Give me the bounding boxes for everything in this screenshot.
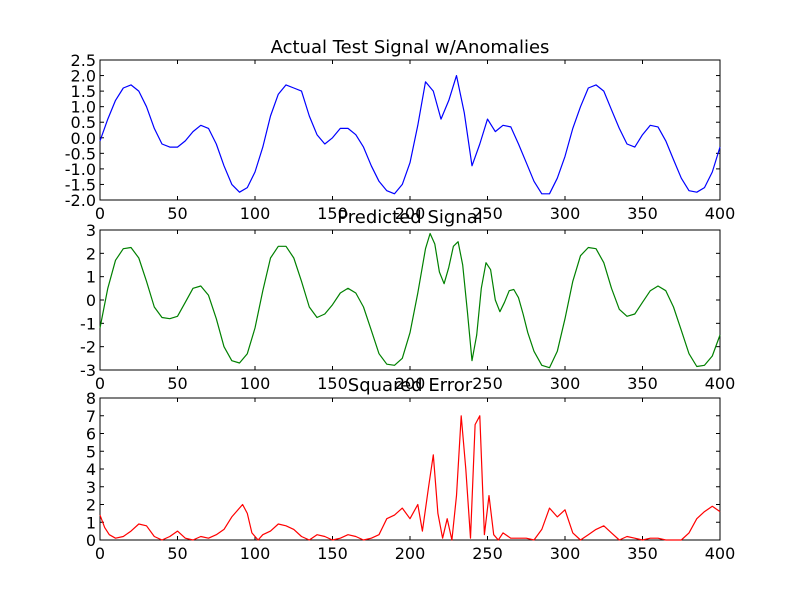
series-line — [99, 415, 721, 541]
x-tick-label: 50 — [167, 544, 187, 563]
y-tick-label: 1 — [86, 268, 96, 287]
x-tick-label: 300 — [550, 204, 581, 223]
x-tick-label: 250 — [472, 544, 503, 563]
x-tick-label: 150 — [317, 544, 348, 563]
subplot-title: Actual Test Signal w/Anomalies — [271, 37, 550, 58]
subplot-title: Predicted Signal — [337, 207, 483, 228]
subplot-title: Squared Error — [348, 375, 473, 396]
subplot-1: Actual Test Signal w/Anomalies 0 50 100 150 2… — [65, 37, 735, 223]
x-tick-label: 200 — [395, 374, 426, 393]
y-tick-label: 3 — [86, 221, 96, 240]
y-tick-label: -2.0 — [65, 191, 96, 210]
y-tick-label: -1 — [80, 314, 96, 333]
x-tick-label: 0 — [95, 374, 105, 393]
y-tick-label: 0.0 — [71, 129, 96, 148]
x-tick-label: 250 — [472, 374, 503, 393]
x-tick-label: 200 — [395, 204, 426, 223]
x-tick-label: 100 — [240, 544, 271, 563]
plot-frame — [99, 229, 721, 371]
x-tick-label: 200 — [395, 544, 426, 563]
x-tick-label: 150 — [317, 374, 348, 393]
x-tick-label: 400 — [705, 544, 736, 563]
y-tick-label: 1.0 — [71, 98, 96, 117]
y-tick-label: 2.0 — [71, 67, 96, 86]
x-tick-label: 250 — [472, 204, 503, 223]
series-line — [99, 232, 721, 369]
x-tick-label: 300 — [550, 544, 581, 563]
x-tick-label: 350 — [627, 544, 658, 563]
y-tick-label: 4 — [86, 460, 96, 479]
y-tick-label: 2 — [86, 244, 96, 263]
x-tick-label: 150 — [317, 204, 348, 223]
y-tick-label: 7 — [86, 407, 96, 426]
x-tick-label: 0 — [95, 544, 105, 563]
y-tick-label: -3 — [80, 361, 96, 380]
y-tick-label: -1.0 — [65, 160, 96, 179]
y-tick-label: 1.5 — [71, 82, 96, 101]
y-tick-label: 8 — [86, 389, 96, 408]
y-tick-label: 6 — [86, 425, 96, 444]
y-tick-label: 2.5 — [71, 51, 96, 70]
y-tick-label: 0.5 — [71, 113, 96, 132]
y-tick-label: 2 — [86, 496, 96, 515]
x-tick-label: 50 — [167, 374, 187, 393]
x-tick-label: 50 — [167, 204, 187, 223]
y-tick-label: 1 — [86, 513, 96, 532]
y-tick-label: 0 — [86, 291, 96, 310]
y-tick-label: 3 — [86, 478, 96, 497]
series-line — [99, 74, 721, 195]
x-tick-label: 100 — [240, 204, 271, 223]
y-tick-label: -1.5 — [65, 175, 96, 194]
plot-frame — [99, 59, 721, 201]
x-tick-label: 0 — [95, 204, 105, 223]
x-tick-label: 350 — [627, 204, 658, 223]
x-tick-label: 400 — [705, 374, 736, 393]
x-tick-label: 350 — [627, 374, 658, 393]
x-tick-label: 400 — [705, 204, 736, 223]
y-tick-label: 0 — [86, 531, 96, 550]
y-tick-label: -0.5 — [65, 144, 96, 163]
x-tick-label: 100 — [240, 374, 271, 393]
y-tick-label: -2 — [80, 338, 96, 357]
x-tick-label: 300 — [550, 374, 581, 393]
y-tick-label: 5 — [86, 442, 96, 461]
